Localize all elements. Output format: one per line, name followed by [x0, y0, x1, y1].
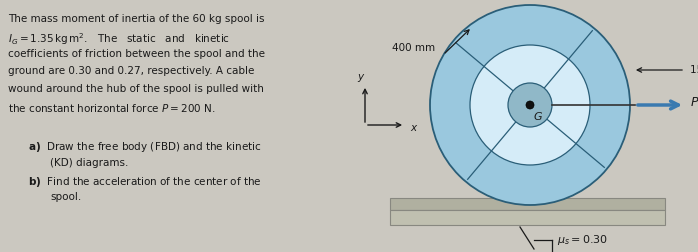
Text: x: x: [410, 123, 416, 133]
Text: wound around the hub of the spool is pulled with: wound around the hub of the spool is pul…: [8, 84, 264, 94]
Ellipse shape: [508, 83, 552, 127]
Text: G: G: [534, 112, 542, 122]
Ellipse shape: [470, 45, 590, 165]
Text: $\mu_s = 0.30$: $\mu_s = 0.30$: [557, 233, 608, 247]
Text: $\mathbf{a)}$  Draw the free body (FBD) and the kinetic: $\mathbf{a)}$ Draw the free body (FBD) a…: [28, 140, 262, 154]
Text: the constant horizontal force $P = 200$ N.: the constant horizontal force $P = 200$ …: [8, 102, 216, 113]
Text: (KD) diagrams.: (KD) diagrams.: [50, 158, 128, 168]
Text: The mass moment of inertia of the 60 kg spool is: The mass moment of inertia of the 60 kg …: [8, 14, 265, 24]
Text: $I_G =1.35\,\mathrm{kg\,m^2}$.   The   static   and   kinetic: $I_G =1.35\,\mathrm{kg\,m^2}$. The stati…: [8, 32, 230, 47]
Ellipse shape: [430, 5, 630, 205]
Text: $\mathbf{b)}$  Find the acceleration of the center of the: $\mathbf{b)}$ Find the acceleration of t…: [28, 175, 262, 189]
Bar: [390, 210, 665, 225]
Text: 400 mm: 400 mm: [392, 43, 435, 53]
Ellipse shape: [526, 101, 534, 109]
Text: spool.: spool.: [50, 193, 81, 203]
Text: coefficients of friction between the spool and the: coefficients of friction between the spo…: [8, 49, 265, 59]
Text: ground are 0.30 and 0.27, respectively. A cable: ground are 0.30 and 0.27, respectively. …: [8, 67, 254, 77]
Text: y: y: [357, 72, 363, 82]
Bar: [390, 198, 665, 210]
Text: P: P: [691, 97, 698, 110]
Text: 150 mm: 150 mm: [690, 65, 698, 75]
